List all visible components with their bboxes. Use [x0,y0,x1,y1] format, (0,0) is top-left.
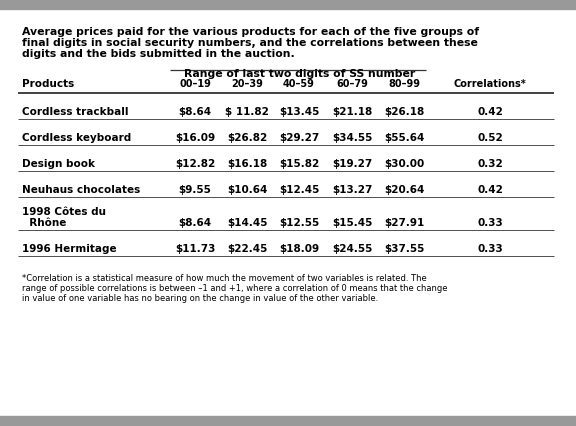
Bar [0,416,576,426]
Text: in value of one variable has no bearing on the change in value of the other vari: in value of one variable has no bearing … [22,294,378,302]
Text: 20–39: 20–39 [231,79,263,89]
Text: Cordless keyboard: Cordless keyboard [22,132,131,143]
Text: $15.82: $15.82 [279,158,319,169]
Text: $18.09: $18.09 [279,243,319,253]
Text: 80–99: 80–99 [388,79,420,89]
Text: $27.91: $27.91 [384,218,424,227]
Text: $19.27: $19.27 [332,158,372,169]
Text: $11.73: $11.73 [175,243,215,253]
Text: digits and the bids submitted in the auction.: digits and the bids submitted in the auc… [22,49,295,59]
Text: range of possible correlations is between –1 and +1, where a correlation of 0 me: range of possible correlations is betwee… [22,283,448,292]
Text: $9.55: $9.55 [179,184,211,195]
Text: $34.55: $34.55 [332,132,372,143]
Text: Rhône: Rhône [22,218,66,227]
Text: 40–59: 40–59 [283,79,315,89]
Text: $8.64: $8.64 [179,107,211,117]
Text: $16.09: $16.09 [175,132,215,143]
Text: $13.45: $13.45 [279,107,319,117]
Text: $13.27: $13.27 [332,184,372,195]
Text: $55.64: $55.64 [384,132,424,143]
Text: $12.55: $12.55 [279,218,319,227]
Text: Neuhaus chocolates: Neuhaus chocolates [22,184,140,195]
Text: $12.45: $12.45 [279,184,319,195]
Text: 0.32: 0.32 [477,158,503,169]
Text: 0.42: 0.42 [477,184,503,195]
Text: $26.18: $26.18 [384,107,424,117]
Text: $21.18: $21.18 [332,107,372,117]
Text: final digits in social security numbers, and the correlations between these: final digits in social security numbers,… [22,38,478,48]
Text: 60–79: 60–79 [336,79,368,89]
Text: $12.82: $12.82 [175,158,215,169]
Text: $10.64: $10.64 [227,184,267,195]
Text: $29.27: $29.27 [279,132,319,143]
Text: $37.55: $37.55 [384,243,424,253]
Text: $14.45: $14.45 [227,218,267,227]
Text: Cordless trackball: Cordless trackball [22,107,128,117]
Text: Design book: Design book [22,158,95,169]
Text: 0.33: 0.33 [477,243,503,253]
Bar [0,0,576,10]
Text: $15.45: $15.45 [332,218,372,227]
Text: *Correlation is a statistical measure of how much the movement of two variables : *Correlation is a statistical measure of… [22,273,427,282]
Text: Correlations*: Correlations* [454,79,526,89]
Text: 00–19: 00–19 [179,79,211,89]
Text: 0.42: 0.42 [477,107,503,117]
Text: $30.00: $30.00 [384,158,424,169]
Text: 1998 Côtes du: 1998 Côtes du [22,207,106,216]
Text: 1996 Hermitage: 1996 Hermitage [22,243,116,253]
Text: $ 11.82: $ 11.82 [225,107,269,117]
Text: Products: Products [22,79,74,89]
Text: $20.64: $20.64 [384,184,424,195]
Text: 0.33: 0.33 [477,218,503,227]
Text: $8.64: $8.64 [179,218,211,227]
Text: $16.18: $16.18 [227,158,267,169]
Text: 0.52: 0.52 [477,132,503,143]
Text: Average prices paid for the various products for each of the five groups of: Average prices paid for the various prod… [22,27,479,37]
Text: $26.82: $26.82 [227,132,267,143]
Text: $24.55: $24.55 [332,243,372,253]
Text: Range of last two digits of SS number: Range of last two digits of SS number [184,69,415,79]
Text: $22.45: $22.45 [227,243,267,253]
